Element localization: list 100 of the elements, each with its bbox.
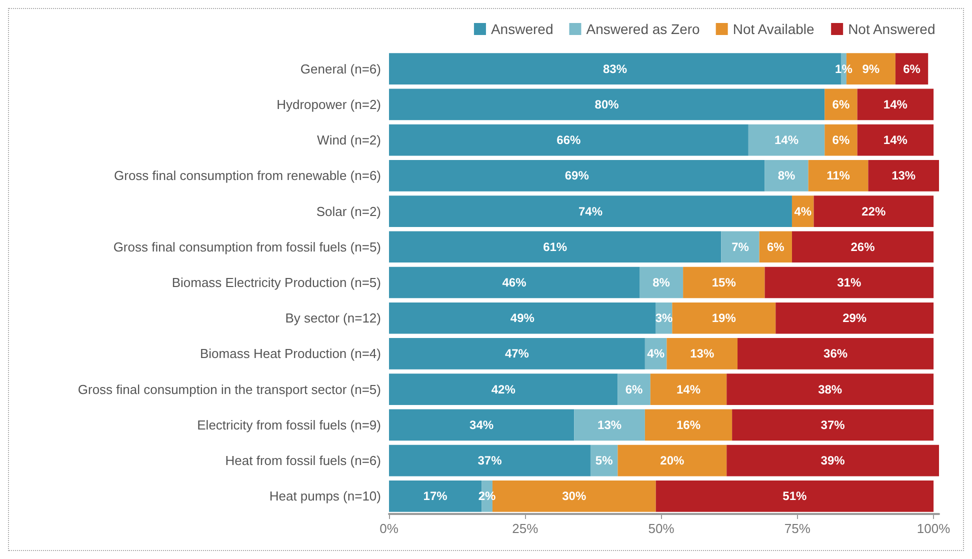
bar — [389, 409, 574, 441]
x-tick-label: 50% — [648, 521, 675, 536]
bar — [389, 266, 640, 298]
x-tick-label: 75% — [784, 521, 811, 536]
data-label: 49% — [510, 311, 535, 326]
bar — [814, 196, 934, 227]
bar — [764, 160, 808, 192]
bar — [618, 444, 727, 476]
data-label: 22% — [862, 204, 886, 218]
y-tick-label: Electricity from fossil fuels (n=9) — [197, 417, 381, 432]
data-label: 80% — [594, 97, 620, 112]
data-label: 74% — [578, 204, 603, 218]
data-label: 6% — [832, 133, 850, 148]
bar — [726, 444, 939, 476]
y-tick-label: Gross final consumption from fossil fuels (n=5) — [113, 239, 381, 254]
bar — [389, 160, 765, 192]
data-label: 34% — [470, 418, 494, 432]
data-label: 8% — [778, 168, 796, 183]
data-label: 61% — [543, 240, 568, 254]
bar — [389, 338, 645, 370]
data-label: 13% — [892, 168, 916, 183]
data-label: 31% — [837, 276, 862, 290]
data-label: 42% — [491, 382, 516, 396]
bar — [748, 124, 825, 156]
bar — [857, 124, 934, 156]
legend-label: Answered — [490, 21, 554, 37]
bar — [389, 444, 590, 476]
bar — [683, 266, 765, 298]
y-tick-label: General (n=6) — [300, 61, 381, 76]
bar — [764, 266, 934, 298]
data-label: 37% — [820, 418, 846, 432]
data-label: 14% — [883, 133, 908, 148]
data-label: 66% — [556, 133, 582, 148]
data-label: 6% — [903, 62, 921, 76]
data-label: 9% — [862, 62, 880, 76]
data-label: 13% — [598, 418, 622, 432]
bar — [895, 53, 928, 84]
bar — [389, 231, 722, 263]
data-label: 30% — [562, 489, 586, 504]
y-tick-label: Biomass Heat Production (n=4) — [200, 346, 381, 362]
data-label: 14% — [883, 97, 908, 112]
bar — [721, 231, 760, 263]
x-tick-label: 25% — [512, 521, 539, 536]
data-label: 7% — [732, 240, 750, 254]
data-label: 14% — [774, 133, 799, 148]
data-label: 16% — [676, 418, 701, 432]
legend-label: Not Available — [732, 21, 815, 37]
bar — [389, 302, 656, 334]
bar — [639, 266, 684, 298]
y-tick-label: Biomass Electricity Production (n=5) — [172, 275, 381, 290]
y-tick-label: Gross final consumption from renewable (n=6) — [114, 168, 381, 184]
data-label: 6% — [832, 97, 850, 112]
bar — [732, 409, 934, 441]
data-label: 6% — [625, 382, 644, 396]
bar — [824, 124, 858, 156]
data-label: 8% — [652, 276, 670, 290]
x-tick-label: 100% — [916, 521, 951, 536]
data-label: 6% — [766, 240, 785, 254]
bar — [672, 302, 776, 334]
bar — [389, 196, 792, 227]
data-label: 26% — [850, 240, 876, 254]
bar — [808, 160, 868, 192]
bar — [389, 374, 618, 406]
bar — [389, 88, 825, 120]
bar — [726, 374, 934, 406]
legend-label: Not Answered — [848, 21, 936, 37]
data-label: 29% — [842, 311, 867, 326]
data-label: 51% — [782, 489, 808, 504]
data-label: 20% — [660, 454, 684, 468]
bar — [574, 409, 645, 441]
y-tick-label: Gross final consumption in the transport sector (n=5) — [78, 382, 381, 397]
data-label: 15% — [712, 276, 736, 290]
data-label: 37% — [478, 454, 502, 468]
bar — [759, 231, 792, 263]
data-label: 19% — [712, 311, 736, 326]
bar — [824, 88, 858, 120]
legend-label: Answered as Zero — [586, 21, 700, 37]
x-tick-label: 0% — [380, 521, 399, 536]
data-label: 13% — [690, 346, 714, 361]
data-label: 47% — [504, 346, 530, 361]
bar — [738, 338, 934, 370]
data-label: 17% — [423, 489, 448, 504]
bar — [792, 231, 934, 263]
y-tick-label: Heat pumps (n=10) — [269, 488, 381, 504]
data-label: 14% — [676, 382, 701, 396]
y-tick-label: Solar (n=2) — [316, 204, 381, 219]
bar — [857, 88, 934, 120]
bar — [618, 374, 650, 406]
y-tick-label: Hydropower (n=2) — [276, 96, 381, 112]
data-label: 5% — [595, 454, 614, 468]
y-tick-label: By sector (n=12) — [285, 310, 381, 326]
bar — [656, 480, 934, 512]
data-label: 4% — [794, 204, 812, 218]
bar — [650, 374, 727, 406]
bar — [776, 302, 934, 334]
data-label: 11% — [826, 168, 850, 183]
data-label: 38% — [818, 382, 842, 396]
data-label: 4% — [647, 346, 665, 361]
data-label: 69% — [564, 168, 590, 183]
data-label: 36% — [824, 346, 848, 361]
